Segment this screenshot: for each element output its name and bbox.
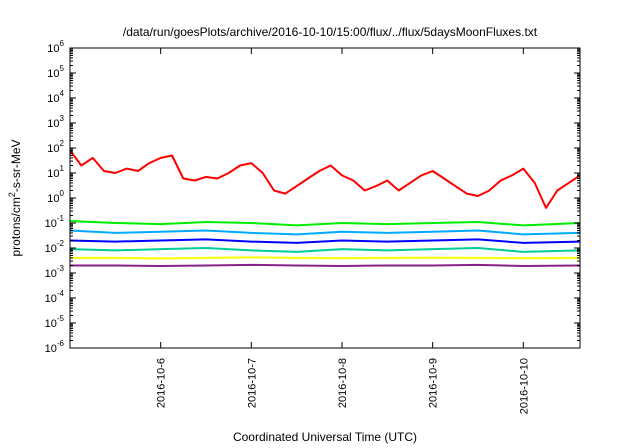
series-line [70,256,581,260]
y-tick-label: 10-4 [45,289,65,305]
y-tick-exponent: 0 [60,189,65,198]
y-tick-exponent: -6 [57,339,65,348]
y-tick-exponent: 6 [60,39,65,48]
y-tick-exponent: 2 [60,139,65,148]
y-axis-label-main: protons/cm [9,197,23,256]
y-tick-base: 10 [47,168,59,180]
tick-layer: 10-610-510-410-310-210-11001011021031041… [45,39,580,414]
y-tick-exponent: -5 [57,314,65,323]
series-line [70,263,581,267]
y-tick-base: 10 [45,343,57,355]
y-tick-exponent: 4 [60,89,65,98]
y-tick-exponent: -2 [57,239,65,248]
plot-frame [69,47,581,349]
series-layer [69,149,581,267]
y-tick-label: 104 [47,89,64,105]
y-tick-base: 10 [45,293,57,305]
y-tick-exponent: -3 [57,264,65,273]
y-axis-label-rest: -s-sr-MeV [9,139,23,192]
y-tick-base: 10 [47,43,59,55]
y-tick-base: 10 [47,118,59,130]
y-tick-label: 105 [47,64,64,80]
x-tick-label: 2016-10-8 [337,358,349,408]
x-tick-label: 2016-10-10 [518,358,530,414]
y-tick-label: 102 [47,139,64,155]
y-tick-label: 101 [47,164,64,180]
y-tick-base: 10 [45,268,57,280]
y-tick-label: 10-1 [45,214,65,230]
y-tick-exponent: -4 [57,289,65,298]
y-tick-label: 10-5 [45,314,65,330]
y-tick-label: 10-2 [45,239,65,255]
y-tick-label: 106 [47,39,64,55]
y-tick-exponent: 3 [60,114,65,123]
series-line [69,238,581,244]
y-tick-base: 10 [47,193,59,205]
x-tick-label: 2016-10-6 [156,358,168,408]
x-tick-label: 2016-10-9 [428,358,440,408]
y-tick-label: 10-3 [45,264,65,280]
y-tick-base: 10 [45,218,57,230]
x-axis-label: Coordinated Universal Time (UTC) [233,430,417,444]
y-tick-exponent: 1 [60,164,65,173]
y-axis-label: protons/cm2-s-sr-MeV [7,139,23,256]
series-line [69,220,581,227]
y-tick-label: 10-6 [45,339,65,355]
y-tick-label: 100 [47,189,64,205]
x-tick-label: 2016-10-7 [246,358,258,408]
series-line [69,247,581,253]
y-tick-base: 10 [45,243,57,255]
y-tick-exponent: 5 [60,64,65,73]
chart-title: /data/run/goesPlots/archive/2016-10-10/1… [123,25,538,39]
y-axis-label-superscript: 2 [7,192,17,197]
y-tick-base: 10 [47,143,59,155]
y-tick-base: 10 [47,93,59,105]
y-tick-label: 103 [47,114,64,130]
series-line [69,149,581,209]
y-tick-base: 10 [45,318,57,330]
series-line [69,229,581,236]
y-tick-base: 10 [47,68,59,80]
y-tick-exponent: -1 [57,214,65,223]
